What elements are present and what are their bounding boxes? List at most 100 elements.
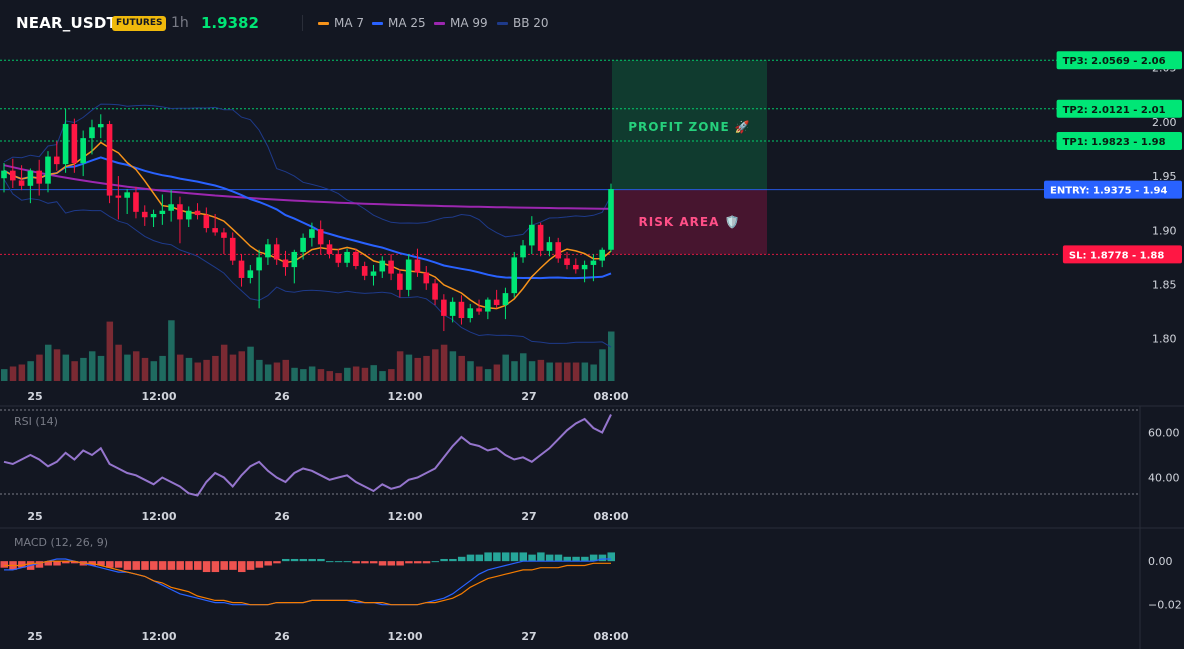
macd-histogram-bar: [264, 561, 272, 566]
volume-bar: [106, 321, 114, 381]
legend-swatch: [497, 21, 508, 25]
volume-bar: [132, 351, 140, 381]
candle: [546, 236, 553, 257]
candle: [467, 303, 474, 323]
main-time-label: 27: [521, 390, 536, 403]
volume-bar: [537, 359, 545, 381]
tp2-tag: [1056, 99, 1182, 118]
macd-histogram-bar: [563, 556, 572, 562]
candle: [45, 151, 51, 193]
macd-histogram-bar: [554, 554, 563, 562]
macd-histogram-bar: [176, 561, 184, 570]
volume-bar: [150, 361, 158, 381]
volume-bar: [203, 359, 210, 381]
candle: [449, 297, 456, 323]
candle: [177, 196, 183, 244]
macd-histogram-bar: [422, 561, 431, 564]
volume-bar: [1, 369, 8, 381]
macd-axis-tick: 0.00: [1148, 555, 1173, 568]
volume-bar: [335, 373, 342, 381]
macd-histogram-bar: [405, 561, 413, 564]
volume-bar: [44, 344, 52, 381]
candle-body: [379, 260, 386, 272]
candle: [502, 287, 509, 320]
volume-bar: [361, 367, 369, 381]
macd-histogram-bar: [466, 554, 475, 562]
macd-signal-line: [4, 560, 611, 606]
volume-bar: [317, 369, 325, 381]
candle: [159, 194, 166, 225]
sl-tag: [1062, 245, 1182, 264]
candle: [414, 248, 421, 277]
candle: [379, 256, 386, 278]
macd-histogram-bar: [185, 561, 193, 570]
candle-body: [476, 308, 482, 312]
candle: [511, 251, 518, 298]
candle: [537, 222, 544, 257]
candle-body: [106, 124, 113, 196]
macd-histogram-bar: [97, 561, 105, 566]
candle-body: [177, 204, 183, 220]
candle: [27, 168, 34, 204]
candle-body: [265, 244, 271, 258]
candle-body: [432, 283, 438, 300]
macd-histogram-bar: [202, 561, 211, 573]
candle: [97, 114, 104, 139]
volume-bar: [264, 364, 272, 381]
candle-body: [520, 245, 526, 258]
volume-bar: [511, 361, 518, 381]
candle: [485, 297, 491, 320]
candle: [89, 119, 95, 155]
candle-body: [467, 308, 474, 319]
volume-bar: [432, 349, 439, 381]
candle-body: [405, 259, 412, 290]
candle-body: [555, 242, 562, 259]
candle: [238, 254, 245, 287]
symbol-name[interactable]: NEAR_USDT: [16, 14, 117, 32]
macd-histogram-bar: [378, 561, 387, 566]
macd-histogram-bar: [484, 552, 492, 562]
volume-bar: [458, 355, 465, 381]
candle-body: [9, 170, 16, 181]
macd-histogram-bar: [220, 561, 228, 570]
volume-bar: [212, 355, 219, 381]
macd-histogram-bar: [273, 561, 281, 564]
volume-bar: [388, 369, 395, 381]
macd-histogram-bar: [141, 561, 149, 570]
legend-item-ma99[interactable]: MA 99: [434, 16, 488, 30]
volume-bar: [581, 362, 589, 381]
candle: [309, 222, 315, 247]
rsi-time-label: 08:00: [593, 510, 628, 523]
volume-bar: [18, 364, 26, 381]
timeframe-label[interactable]: 1h: [171, 15, 189, 31]
candle: [397, 269, 403, 298]
volume-bar: [423, 355, 430, 381]
macd-time-label: 26: [274, 630, 290, 643]
legend-item-ma7[interactable]: MA 7: [318, 16, 364, 30]
candle-body: [599, 249, 606, 261]
volume-bar: [546, 362, 553, 381]
macd-histogram-bar: [35, 561, 44, 568]
legend-label: MA 99: [450, 16, 488, 30]
candle-body: [449, 301, 456, 316]
volume-bar: [405, 354, 413, 381]
rsi-axis-tick: 40.00: [1148, 472, 1180, 485]
candle: [221, 228, 227, 255]
legend-item-bb20[interactable]: BB 20: [497, 16, 549, 30]
risk-zone: [612, 189, 767, 255]
candle: [194, 203, 201, 220]
candle: [229, 232, 236, 265]
entry-tag-label: ENTRY: 1.9375 - 1.94: [1050, 186, 1167, 197]
macd-histogram-bar: [449, 558, 457, 562]
futures-badge: FUTURES: [112, 16, 167, 31]
candle-body: [529, 224, 535, 246]
rsi-label: RSI (14): [14, 415, 58, 428]
rsi-time-label: 12:00: [141, 510, 176, 523]
legend-label: MA 7: [334, 16, 365, 30]
ma99-line: [3, 164, 612, 210]
macd-histogram-bar: [132, 561, 140, 570]
volume-bar: [352, 366, 360, 381]
legend-item-ma25[interactable]: MA 25: [372, 16, 426, 30]
macd-histogram-bar: [545, 554, 554, 562]
